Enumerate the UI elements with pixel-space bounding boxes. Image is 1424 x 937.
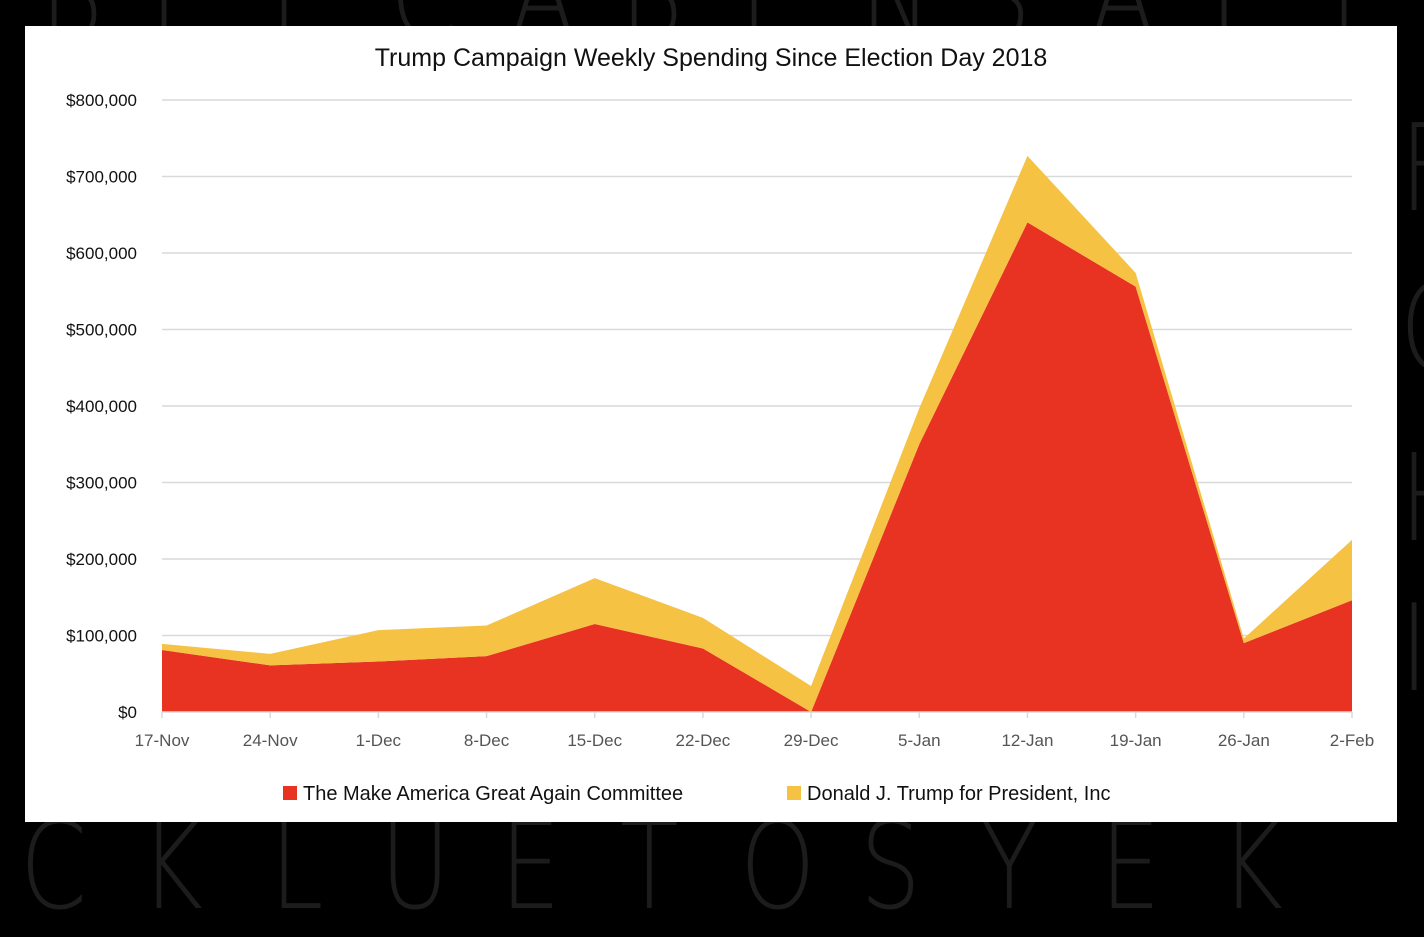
x-tick-label: 5-Jan: [898, 731, 941, 750]
y-tick-label: $600,000: [66, 244, 137, 263]
x-tick-label: 2-Feb: [1330, 731, 1374, 750]
y-tick-label: $500,000: [66, 321, 137, 340]
y-axis-ticks: $0 $100,000 $200,000 $300,000 $400,000 $500,0…: [66, 91, 137, 722]
legend-swatch: [283, 786, 297, 800]
legend: The Make America Great Again Committee Do…: [283, 783, 1110, 805]
legend-label: The Make America Great Again Committee: [303, 783, 683, 805]
area-trump-for-president: [162, 155, 1352, 713]
x-tick-label: 22-Dec: [676, 731, 731, 750]
chart-title: Trump Campaign Weekly Spending Since Ele…: [375, 44, 1048, 72]
x-tick-label: 29-Dec: [784, 731, 839, 750]
y-tick-label: $700,000: [66, 168, 137, 187]
x-tick-label: 19-Jan: [1110, 731, 1162, 750]
y-tick-label: $300,000: [66, 474, 137, 493]
y-tick-label: $0: [118, 703, 137, 722]
x-tick-label: 26-Jan: [1218, 731, 1270, 750]
x-tick-label: 24-Nov: [243, 731, 298, 750]
y-tick-label: $100,000: [66, 627, 137, 646]
x-axis: 17-Nov 24-Nov 1-Dec 8-Dec 15-Dec 22-Dec 29-Dec…: [135, 711, 1374, 750]
y-tick-label: $800,000: [66, 91, 137, 110]
area-maga-committee: [162, 222, 1352, 712]
chart-svg: Trump Campaign Weekly Spending Since Ele…: [66, 44, 1374, 805]
y-tick-label: $400,000: [66, 397, 137, 416]
legend-swatch: [787, 786, 801, 800]
x-tick-label: 17-Nov: [135, 731, 190, 750]
x-tick-label: 12-Jan: [1001, 731, 1053, 750]
x-tick-label: 15-Dec: [567, 731, 622, 750]
y-tick-label: $200,000: [66, 550, 137, 569]
x-tick-label: 8-Dec: [464, 731, 510, 750]
x-tick-label: 1-Dec: [356, 731, 402, 750]
area-series: [162, 155, 1352, 713]
legend-label: Donald J. Trump for President, Inc: [807, 783, 1110, 805]
